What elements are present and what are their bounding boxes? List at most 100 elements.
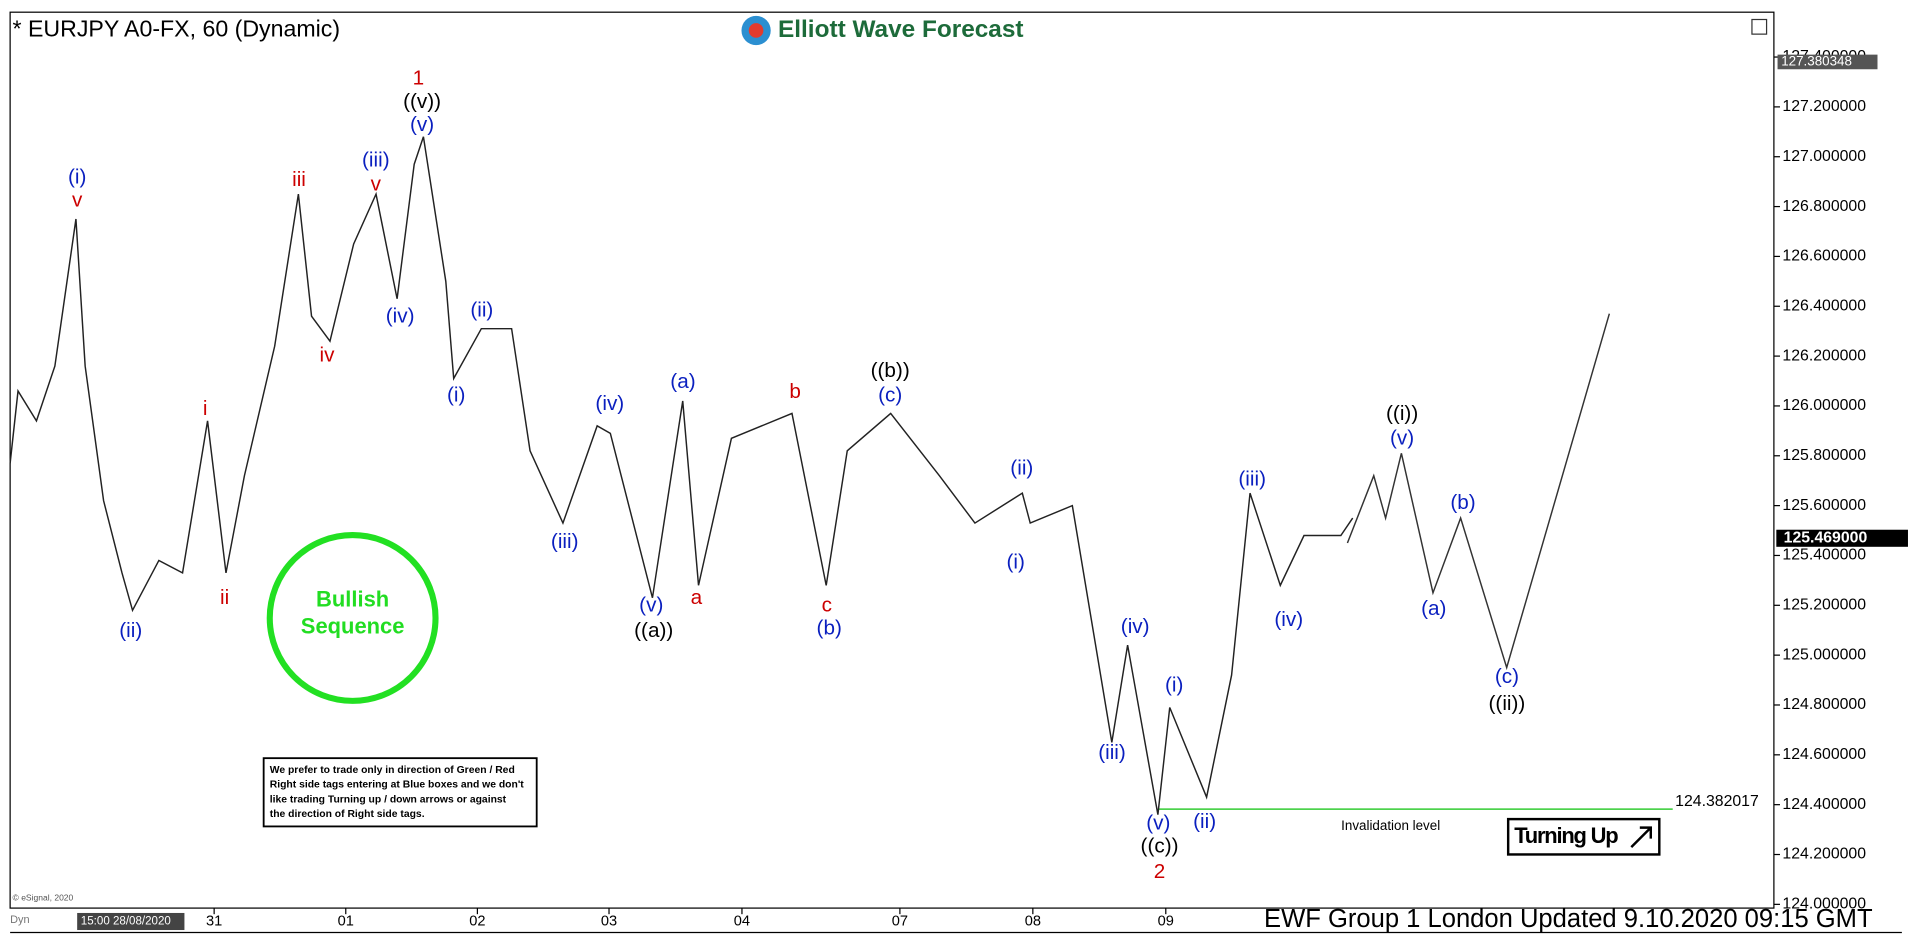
wave-label: (b)	[1450, 491, 1475, 514]
logo-core	[748, 23, 764, 38]
wave-label: b	[789, 380, 801, 403]
y-tick-label: 126.200000	[1782, 347, 1866, 364]
wave-label: (v)	[1146, 811, 1170, 834]
y-tick-label: 124.200000	[1782, 846, 1866, 863]
wave-label: c	[822, 593, 832, 616]
x-tick-label: 01	[338, 913, 354, 929]
wave-label: (iii)	[1098, 741, 1126, 764]
wave-label: (c)	[1495, 665, 1519, 688]
copyright: © eSignal, 2020	[13, 893, 74, 903]
last-price: 125.469000	[1784, 529, 1868, 546]
y-tick-label: 125.400000	[1782, 547, 1866, 564]
disclaimer-line: the direction of Right side tags.	[270, 809, 425, 820]
turning-text: Turning Up	[1514, 823, 1618, 848]
wave-label: (ii)	[1193, 810, 1216, 833]
wave-label: (ii)	[470, 298, 493, 321]
wave-label: iv	[320, 343, 336, 366]
bullish-circle	[266, 532, 439, 704]
wave-label: (i)	[447, 384, 465, 407]
disclaimer-line: Right side tags entering at Blue boxes a…	[270, 780, 525, 791]
window-button[interactable]	[1751, 18, 1768, 35]
wave-label: (c)	[878, 384, 902, 407]
y-tick-label: 125.800000	[1782, 447, 1866, 464]
wave-label: 2	[1154, 860, 1166, 883]
bullish-text: Bullish	[316, 587, 389, 612]
wave-label: ((ii))	[1489, 692, 1526, 715]
wave-label: (iv)	[1121, 615, 1150, 638]
last-price-box	[1776, 529, 1908, 547]
wave-label: (iii)	[551, 530, 579, 553]
start-label: 15:00 28/08/2020	[81, 916, 171, 928]
footer: EWF Group 1 London Updated 9.10.2020 09:…	[1264, 905, 1873, 933]
y-tick-label: 124.000000	[1782, 896, 1866, 913]
wave-label: (i)	[1007, 551, 1025, 574]
y-tick-label: 126.400000	[1782, 297, 1866, 314]
y-tick-label: 124.600000	[1782, 746, 1866, 763]
wave-label: ((c))	[1141, 835, 1179, 858]
y-tick-label: 127.200000	[1782, 98, 1866, 115]
y-tick-label: 125.000000	[1782, 646, 1866, 663]
disclaimer-box	[262, 757, 538, 828]
price-line	[9, 136, 1354, 815]
wave-label: (v)	[410, 113, 434, 136]
wave-label: i	[203, 397, 208, 420]
y-tick-label: 125.600000	[1782, 497, 1866, 514]
chart-title: * EURJPY A0-FX, 60 (Dynamic)	[13, 16, 341, 42]
y-tick-label: 124.400000	[1782, 796, 1866, 813]
bullish-text: Sequence	[301, 614, 405, 639]
wave-label: (iv)	[386, 304, 415, 327]
brand-name: Elliott Wave Forecast	[778, 16, 1023, 43]
wave-label: (b)	[817, 616, 842, 639]
wave-label: (iii)	[1238, 468, 1266, 491]
wave-label: ((a))	[634, 619, 673, 642]
wave-label: (iv)	[595, 392, 624, 415]
high-marker-box	[1777, 54, 1878, 70]
y-tick-label: 127.000000	[1782, 148, 1866, 165]
bullish-badge: Bullish Sequence	[266, 532, 439, 704]
x-tick-label: 31	[206, 913, 222, 929]
wave-label: a	[691, 586, 703, 609]
x-tick-label: 08	[1025, 913, 1041, 929]
y-tick-label: 126.600000	[1782, 248, 1866, 265]
wave-label: ((b))	[871, 359, 910, 382]
high-marker: 127.380348	[1781, 53, 1852, 68]
disclaimer-line: like trading Turning up / down arrows or…	[270, 794, 507, 805]
price-line	[1346, 313, 1611, 671]
x-tick-label: 04	[734, 913, 750, 929]
wave-label: ii	[220, 586, 229, 609]
wave-label: v	[371, 173, 382, 196]
start-box	[77, 912, 185, 931]
x-tick-label: 07	[892, 913, 908, 929]
wave-label: (v)	[639, 593, 663, 616]
y-tick-label: 126.800000	[1782, 198, 1866, 215]
mode-label: Dyn	[10, 914, 30, 926]
wave-label: (a)	[1421, 597, 1446, 620]
x-tick-label: 02	[469, 913, 485, 929]
brand-logo: Elliott Wave Forecast	[741, 15, 1024, 46]
wave-label: iii	[292, 168, 306, 191]
wave-label: v	[72, 189, 83, 212]
wave-label: ((i))	[1386, 402, 1418, 425]
wave-label: (i)	[68, 165, 86, 188]
wave-label: (v)	[1390, 426, 1414, 449]
x-tick-label: 09	[1158, 913, 1174, 929]
wave-label: 1	[413, 67, 425, 90]
x-tick-label: 03	[601, 913, 617, 929]
turning-box	[1506, 817, 1661, 856]
invalidation-value: 124.382017	[1675, 793, 1759, 810]
turning-arrow	[1630, 826, 1652, 849]
y-tick-label: 126.000000	[1782, 397, 1866, 414]
disclaimer-line: We prefer to trade only in direction of …	[270, 765, 515, 776]
y-tick-label: 124.800000	[1782, 696, 1866, 713]
y-tick-label: 125.200000	[1782, 596, 1866, 613]
wave-label: ((v))	[403, 90, 441, 113]
invalidation-label: Invalidation level	[1341, 818, 1440, 833]
disclaimer: We prefer to trade only in direction of …	[262, 757, 538, 828]
wave-label: (iv)	[1274, 608, 1303, 631]
wave-label: (ii)	[119, 619, 142, 642]
wave-label: (ii)	[1010, 457, 1033, 480]
turning-up-badge: Turning Up	[1506, 817, 1661, 856]
wave-label: (iii)	[362, 148, 390, 171]
